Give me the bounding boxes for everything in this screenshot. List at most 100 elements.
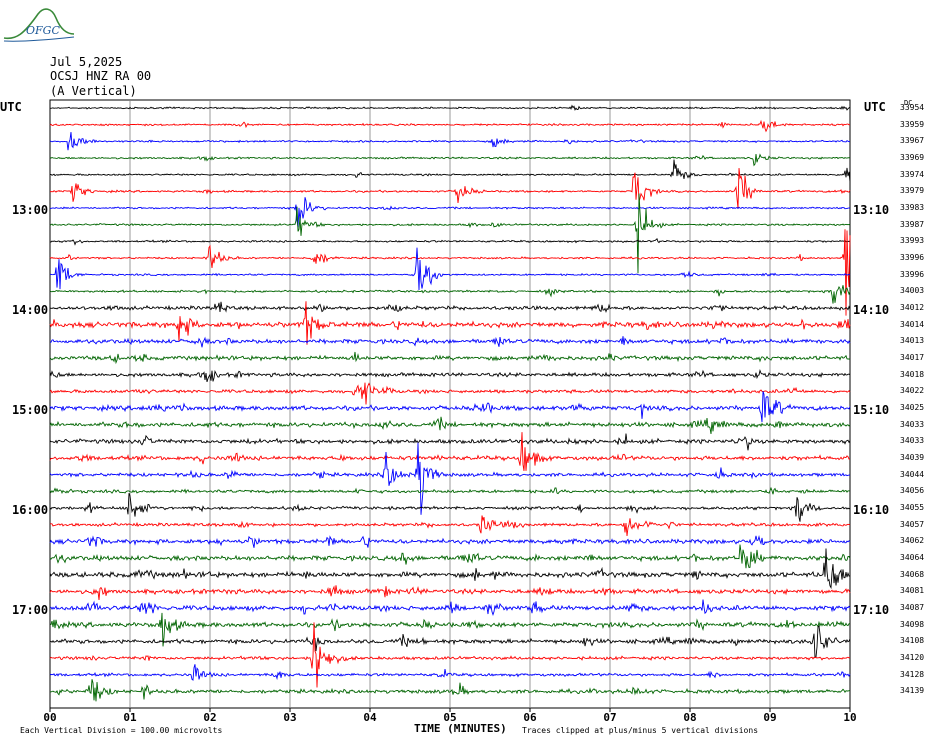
trace-count-label: 34098 xyxy=(900,619,925,629)
trace-count-label: 33996 xyxy=(900,269,925,279)
trace-count-label: 34018 xyxy=(900,369,925,379)
x-axis-title: TIME (MINUTES) xyxy=(414,722,507,735)
trace-line xyxy=(49,119,851,133)
trace-line xyxy=(49,382,851,405)
x-tick-label: 00 xyxy=(43,711,57,724)
clip-note: Traces clipped at plus/minus 5 vertical … xyxy=(522,726,759,735)
trace-line xyxy=(49,301,851,314)
time-label-right: 16:10 xyxy=(853,503,890,517)
trace-line xyxy=(49,301,851,345)
trace-count-label: 34108 xyxy=(900,636,925,646)
trace-line xyxy=(50,197,851,228)
x-tick-label: 03 xyxy=(283,711,297,724)
trace-line xyxy=(49,548,850,590)
x-tick-label: 06 xyxy=(523,711,537,724)
x-tick-label: 10 xyxy=(843,711,857,724)
time-label-left: 15:00 xyxy=(12,403,49,417)
trace-line xyxy=(49,104,851,111)
trace-line xyxy=(49,416,851,434)
trace-line xyxy=(49,153,851,167)
trace-line xyxy=(49,336,851,348)
trace-count-label: 33993 xyxy=(900,236,925,246)
time-label-right: 13:10 xyxy=(853,203,890,217)
time-label-left: 14:00 xyxy=(12,303,49,317)
logo-text: OFGC xyxy=(26,24,60,37)
x-tick-label: 02 xyxy=(203,711,217,724)
trace-count-label: 34012 xyxy=(900,303,925,313)
trace-count-label: 34044 xyxy=(900,469,925,479)
time-label-left: 17:00 xyxy=(12,603,49,617)
trace-line xyxy=(49,433,851,451)
trace-line xyxy=(50,599,851,616)
trace-count-label: 34055 xyxy=(900,503,925,513)
trace-count-label: 34120 xyxy=(900,653,925,663)
trace-count-label: 34017 xyxy=(900,353,925,363)
trace-line xyxy=(49,515,851,537)
utc-label-right: UTC xyxy=(864,100,886,114)
scale-note: Each Vertical Division = 100.00 microvol… xyxy=(20,726,223,735)
x-tick-label: 05 xyxy=(443,711,457,724)
trace-count-label: 33979 xyxy=(900,186,925,196)
trace-line xyxy=(49,679,851,702)
trace-count-label: 34128 xyxy=(900,669,925,679)
utc-label-left: UTC xyxy=(0,100,22,114)
trace-line xyxy=(49,432,851,471)
time-label-right: 14:10 xyxy=(853,303,890,317)
trace-count-label: 34033 xyxy=(900,436,925,446)
trace-line xyxy=(49,664,851,681)
trace-line xyxy=(50,168,851,209)
trace-count-label: 33974 xyxy=(900,169,925,179)
trace-count-label: 34013 xyxy=(900,336,925,346)
trace-count-label: 33996 xyxy=(900,253,925,263)
trace-line xyxy=(49,193,851,274)
trace-line xyxy=(49,622,851,688)
trace-count-label: 34022 xyxy=(900,386,925,396)
trace-line xyxy=(49,492,851,522)
trace-count-label: 34033 xyxy=(900,419,925,429)
trace-count-label: 34062 xyxy=(900,536,925,546)
x-tick-label: 07 xyxy=(603,711,617,724)
ofgc-logo xyxy=(3,8,75,42)
trace-count-label: 33959 xyxy=(900,119,925,129)
x-tick-label: 08 xyxy=(683,711,697,724)
trace-line xyxy=(49,391,851,423)
trace-line xyxy=(49,625,851,659)
trace-count-label: 33969 xyxy=(900,153,925,162)
trace-line xyxy=(49,238,851,246)
trace-line xyxy=(49,229,851,316)
trace-count-label: 34081 xyxy=(900,586,925,596)
trace-line xyxy=(49,585,851,600)
trace-count-label: 34064 xyxy=(900,553,925,563)
x-tick-label: 04 xyxy=(363,711,377,724)
trace-line xyxy=(49,368,851,383)
trace-count-label: 34139 xyxy=(900,686,925,696)
trace-line xyxy=(49,351,851,365)
trace-line xyxy=(49,442,851,515)
trace-count-label: 34087 xyxy=(900,603,925,613)
counts-header: DC xyxy=(904,99,913,107)
trace-count-label: 33967 xyxy=(900,136,925,146)
trace-count-label: 34056 xyxy=(900,486,925,496)
header-station: OCSJ HNZ RA 00 xyxy=(50,69,152,83)
trace-count-label: 34003 xyxy=(900,286,925,296)
trace-count-label: 34039 xyxy=(900,453,925,463)
trace-count-label: 34025 xyxy=(900,403,925,413)
trace-count-label: 34068 xyxy=(900,569,925,579)
header-component: (A Vertical) xyxy=(50,84,137,98)
trace-count-label: 34014 xyxy=(900,319,925,329)
header-date: Jul 5,2025 xyxy=(50,55,123,69)
trace-line xyxy=(49,612,851,647)
trace-line xyxy=(49,247,851,291)
trace-line xyxy=(49,544,851,569)
time-label-right: 15:10 xyxy=(853,403,890,417)
trace-count-label: 33983 xyxy=(900,203,925,213)
trace-line xyxy=(49,486,851,495)
trace-line xyxy=(49,535,851,548)
trace-line xyxy=(50,159,851,182)
time-label-left: 13:00 xyxy=(12,203,49,217)
trace-count-label: 33954 xyxy=(900,103,925,112)
x-tick-label: 01 xyxy=(123,711,137,724)
trace-line xyxy=(49,285,851,304)
x-tick-label: 09 xyxy=(763,711,777,724)
